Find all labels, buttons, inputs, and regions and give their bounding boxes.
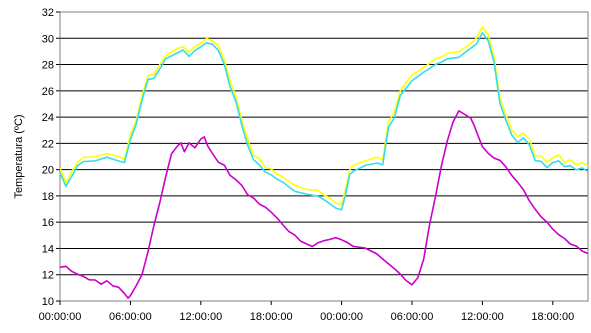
plot-area-frame (59, 11, 589, 302)
y-tick-label: 16 (42, 217, 54, 229)
x-tick-label: 12:00:00 (179, 311, 222, 323)
y-tick-label: 10 (42, 296, 54, 308)
x-tick-label: 00:00:00 (320, 311, 363, 323)
series-layer (59, 26, 589, 299)
x-tick-label: 18:00:00 (250, 311, 293, 323)
y-tick-label: 28 (42, 60, 54, 72)
series-line-3 (59, 110, 589, 299)
x-tick-label: 00:00:00 (39, 311, 82, 323)
series-line-2 (59, 31, 589, 211)
y-tick-label: 30 (42, 33, 54, 45)
x-axis: 00:00:00 06:00:00 12:00:00 18:00:00 00:00:00… (39, 301, 574, 323)
x-tick-label: 06:00:00 (391, 311, 434, 323)
x-tick-label: 18:00:00 (531, 311, 574, 323)
y-tick-label: 32 (42, 7, 54, 19)
y-tick-label: 22 (42, 138, 54, 150)
y-axis: 10 12 14 16 18 20 22 24 26 28 30 32 (42, 7, 60, 308)
y-tick-label: 12 (42, 270, 54, 282)
y-tick-label: 18 (42, 191, 54, 203)
series-line-1 (59, 26, 589, 206)
y-tick-label: 20 (42, 165, 54, 177)
x-tick-label: 12:00:00 (461, 311, 504, 323)
x-tick-label: 06:00:00 (109, 311, 152, 323)
gridlines (60, 37, 588, 276)
y-tick-label: 24 (42, 112, 54, 124)
y-tick-label: 26 (42, 86, 54, 98)
y-tick-label: 14 (42, 243, 54, 255)
y-axis-title: Temperatura (ºC) (13, 114, 25, 198)
